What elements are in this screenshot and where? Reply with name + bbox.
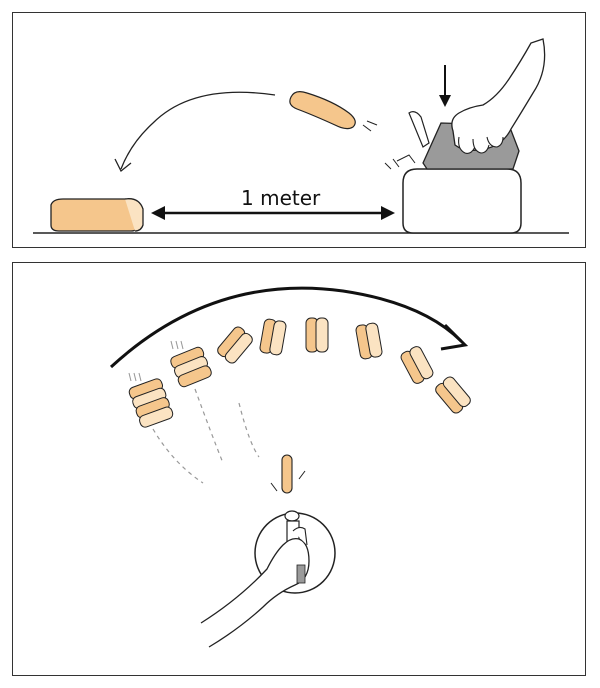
spinning-toast [259,318,287,356]
sparkle-mark [180,340,184,350]
rotation-arrow [109,286,463,369]
trajectory-lines [152,388,260,484]
spinning-toast [305,317,329,353]
press-down-arrow [439,65,451,107]
rotation-arrowhead [440,323,469,351]
pressing-hand [451,38,546,154]
distance-label: 1 meter [241,186,321,210]
spinning-toast [170,346,212,388]
motion-marks [362,120,400,170]
launch-toast [270,454,306,494]
sparkle-mark [175,340,179,350]
spinning-toast [355,322,383,360]
comic-panel-toaster: 1 meter [12,12,586,248]
spinning-toast [400,346,434,384]
sparkle-mark [170,340,174,350]
sparkle-mark [138,372,142,382]
spin-scene [109,286,471,648]
spinning-toast [128,378,174,428]
sparkle-mark [133,372,137,382]
sparkle-mark [128,372,132,382]
toaster-scene: 1 meter [33,38,569,234]
spinning-toast [435,376,471,414]
flight-path-arrow [120,91,276,170]
toast-sequence [128,317,471,428]
flying-toast [289,91,356,130]
comic-panel-spin [12,262,586,676]
landed-toast [50,198,144,232]
toaster-lever [408,111,430,148]
distance-arrow [151,206,395,220]
spinning-toast [217,326,253,364]
flight-path-arrowhead [114,158,132,173]
holding-arm [200,526,310,648]
